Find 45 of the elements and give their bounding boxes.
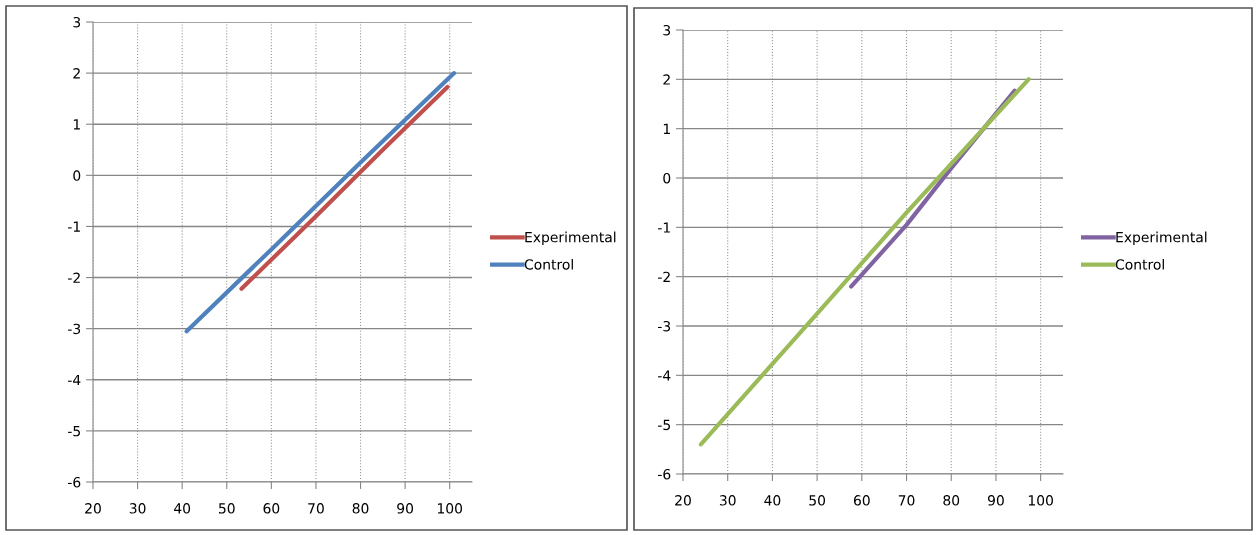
y-tick-label: 3 (663, 24, 671, 36)
line-series (239, 84, 450, 291)
legend-label: Experimental (525, 231, 616, 246)
y-tick-label: 1 (73, 119, 80, 130)
legend-label: Experimental (1116, 231, 1207, 246)
x-tick-label: 30 (129, 503, 146, 514)
y-tick-label: -4 (658, 370, 671, 381)
x-tick-label: 60 (263, 503, 280, 514)
x-tick-label: 40 (174, 503, 191, 514)
x-tick-label: 90 (397, 503, 414, 514)
y-tick-label: -6 (68, 476, 81, 488)
x-tick-label: 20 (85, 503, 101, 514)
y-tick-label: -2 (658, 271, 670, 282)
legend-label: Control (1115, 258, 1164, 270)
y-tick-label: -4 (68, 374, 81, 386)
x-tick-label: 100 (1028, 495, 1053, 506)
x-tick-label: 70 (308, 503, 324, 514)
y-tick-label: 0 (663, 172, 671, 184)
x-tick-label: 60 (853, 495, 870, 506)
y-tick-label: -5 (658, 419, 670, 431)
y-tick-label: -3 (68, 323, 81, 335)
y-tick-label: -6 (658, 468, 671, 480)
y-tick-label: -1 (68, 221, 80, 232)
y-tick-label: 2 (73, 68, 80, 79)
y-tick-label: -5 (68, 426, 80, 437)
x-tick-label: 20 (675, 495, 691, 506)
x-tick-label: 80 (352, 503, 369, 514)
x-tick-label: 50 (809, 495, 826, 506)
x-tick-label: 100 (437, 503, 463, 514)
x-tick-label: 30 (719, 495, 736, 506)
y-tick-label: -1 (658, 222, 670, 233)
legend-label: Control (524, 258, 573, 270)
y-tick-label: -2 (68, 272, 80, 283)
x-tick-label: 70 (898, 495, 915, 506)
x-tick-label: 40 (764, 495, 781, 506)
line-series (698, 77, 1031, 447)
line-series (184, 71, 457, 334)
y-tick-label: -3 (658, 320, 671, 332)
x-tick-label: 80 (943, 495, 960, 506)
x-tick-label: 50 (219, 503, 235, 514)
y-tick-label: 3 (73, 16, 81, 28)
y-tick-label: 2 (663, 74, 670, 85)
y-tick-label: 1 (663, 123, 670, 134)
y-tick-label: 0 (73, 170, 81, 181)
x-tick-label: 90 (987, 495, 1004, 506)
